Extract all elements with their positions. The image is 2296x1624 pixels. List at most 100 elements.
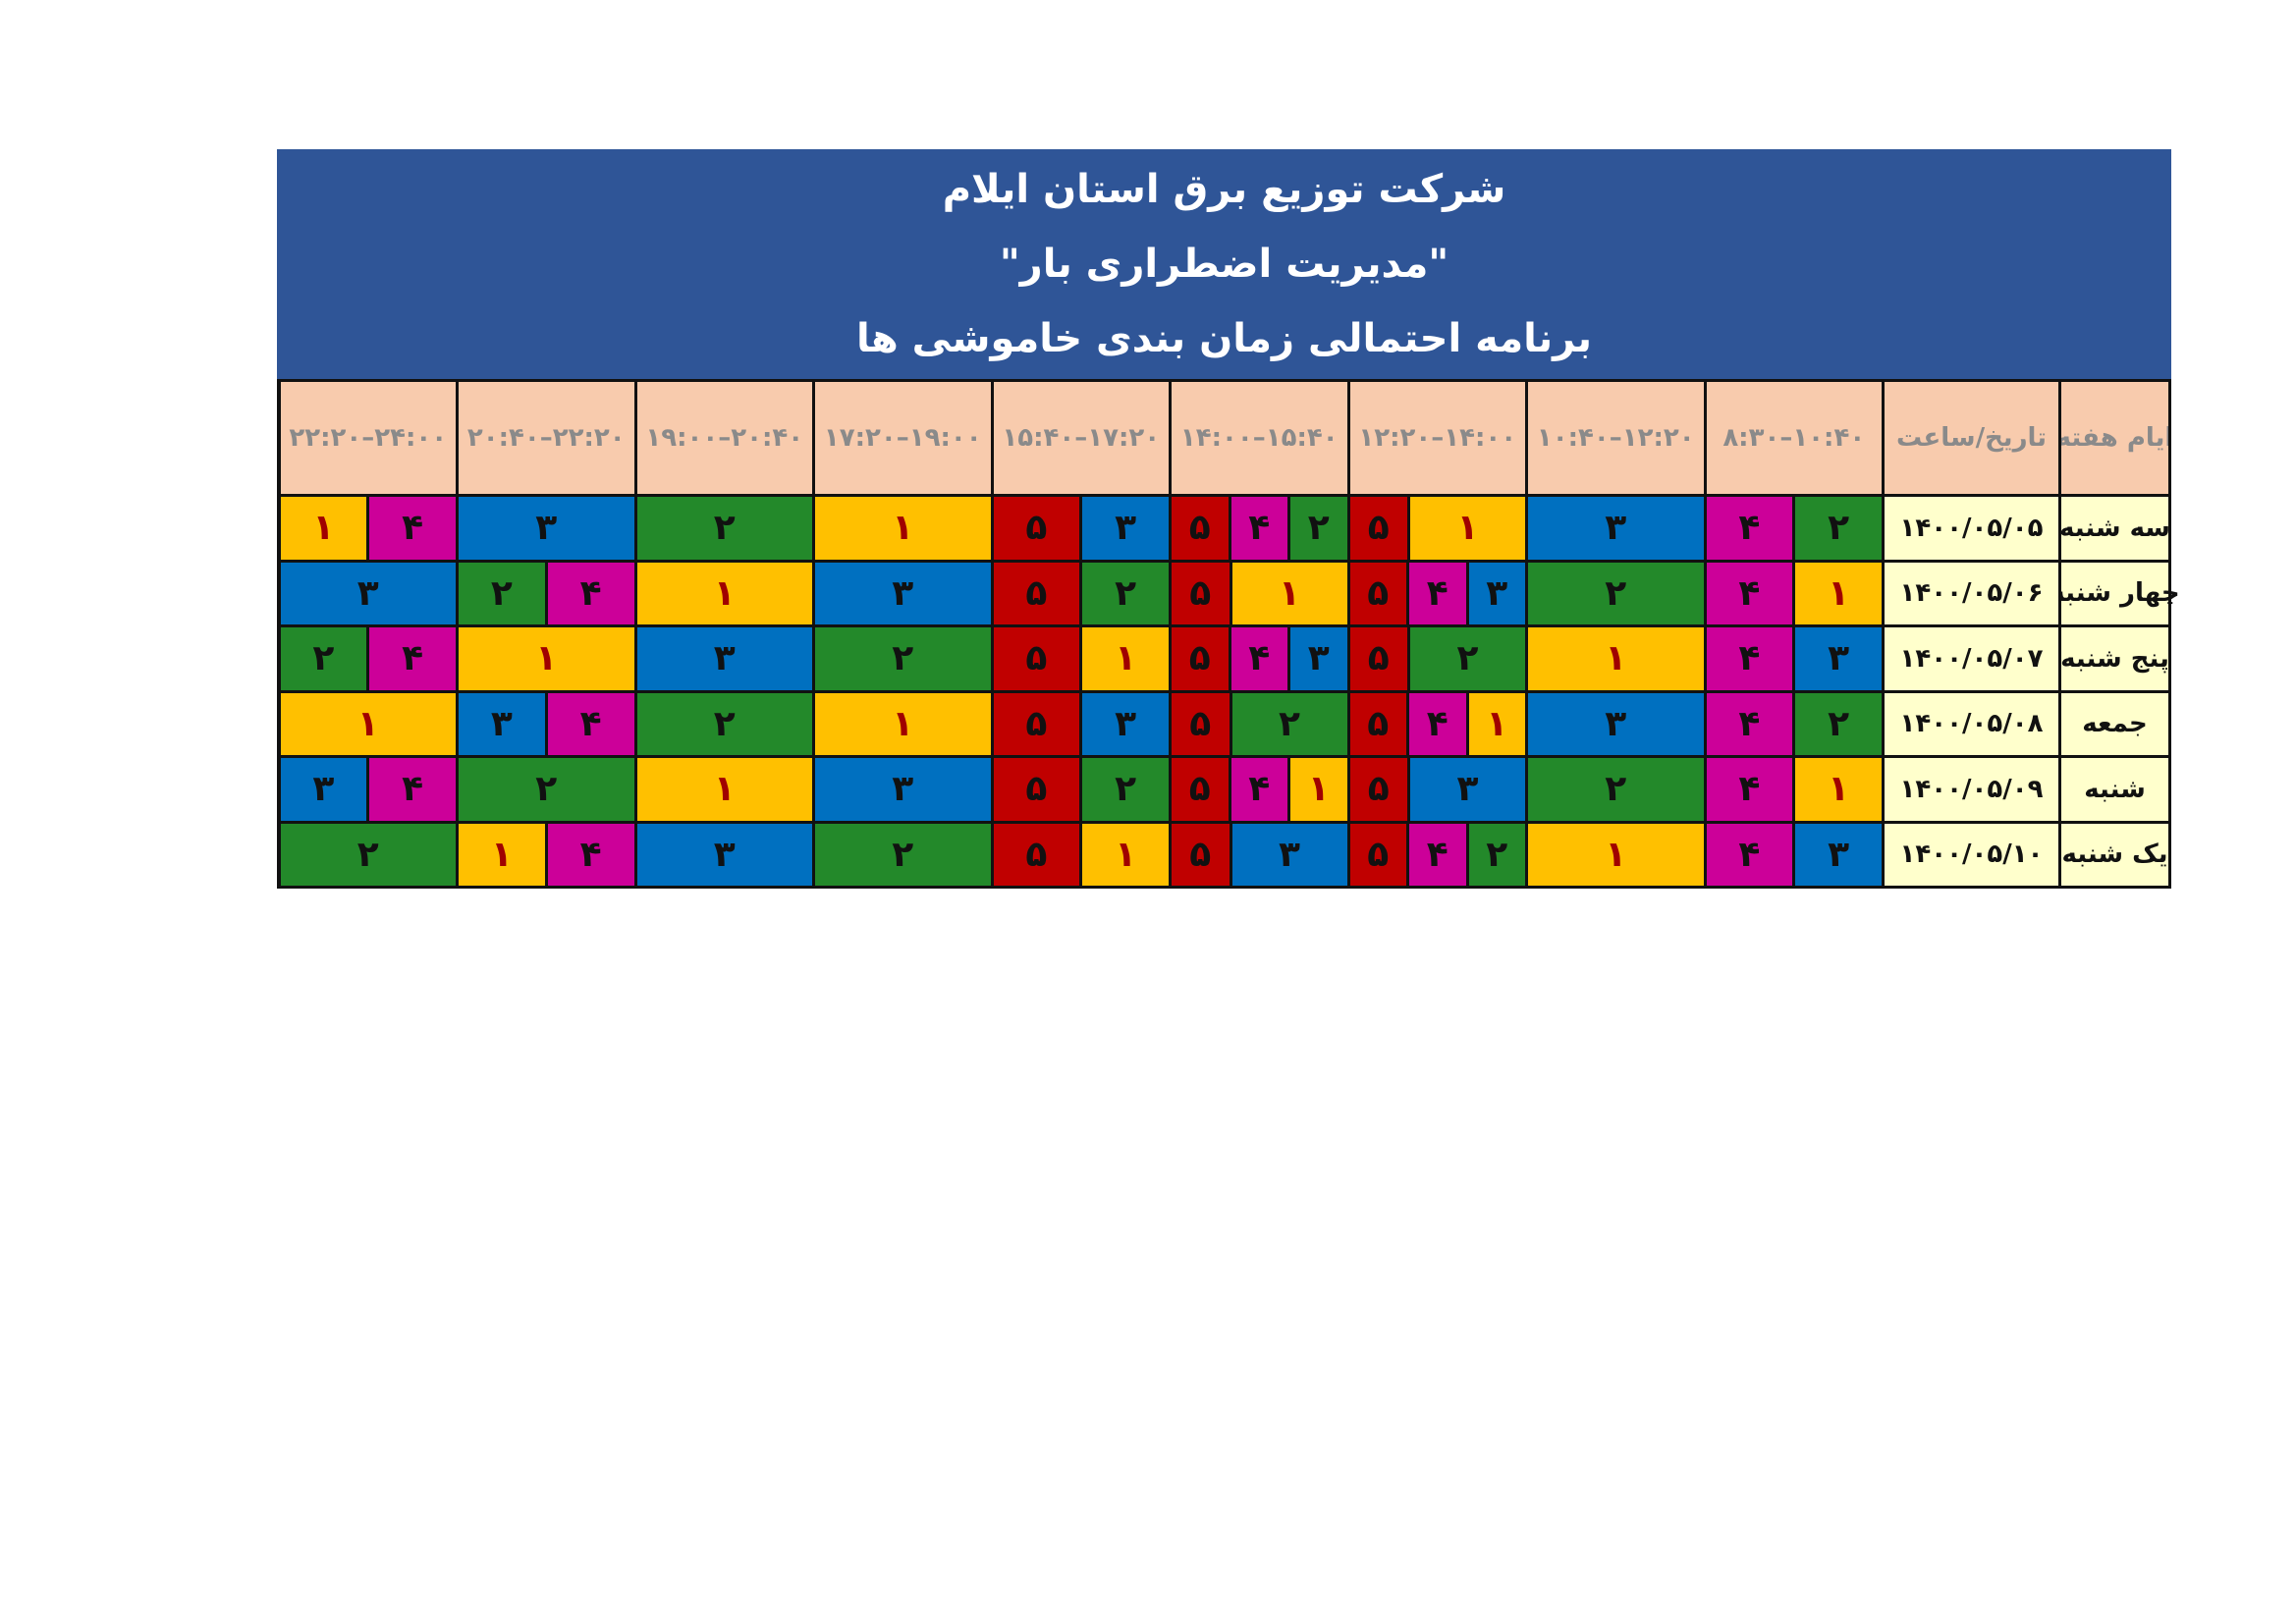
group-segment: ۴ — [1409, 823, 1469, 886]
group-segment: ۲ — [636, 692, 812, 755]
group-segment: ۲ — [459, 562, 548, 624]
time-slot-cell: ۳ — [1525, 692, 1704, 758]
header-slot: ۱۴:۰۰–۱۵:۴۰ — [1169, 382, 1347, 497]
date-cell-text: ۱۴۰۰/۰۵/۰۹ — [1899, 774, 2044, 804]
group-segment: ۴ — [1706, 627, 1796, 690]
header-slot: ۱۲:۲۰–۱۴:۰۰ — [1346, 382, 1525, 497]
group-segment: ۵ — [993, 562, 1083, 624]
group-segment: ۴ — [1230, 758, 1290, 821]
group-segment: ۵ — [1349, 823, 1409, 886]
group-segment: ۲ — [1290, 497, 1347, 560]
group-segment: ۳ — [1795, 823, 1882, 886]
schedule-title: برنامه احتمالی زمان بندی خاموشی ها — [855, 316, 1593, 361]
date-cell: ۱۴۰۰/۰۵/۱۰ — [1882, 823, 2058, 889]
time-slot-cell: ۱ — [1525, 823, 1704, 889]
group-segment: ۵ — [993, 692, 1083, 755]
header-slot: ۱۰:۴۰–۱۲:۲۰ — [1525, 382, 1704, 497]
group-segment: ۳ — [280, 562, 456, 624]
time-slot-cell: ۲ — [456, 758, 634, 824]
header-slot-text: ۱۴:۰۰–۱۵:۴۰ — [1179, 423, 1339, 453]
time-slot-cell: ۳ — [812, 562, 991, 627]
header-slot-text: ۲۲:۲۰–۲۴:۰۰ — [289, 423, 448, 453]
group-segment: ۵ — [1172, 627, 1231, 690]
day-cell: پنج شنبه — [2058, 627, 2171, 693]
group-segment: ۵ — [993, 627, 1083, 690]
group-segment: ۵ — [1349, 758, 1410, 821]
day-cell: یک شنبه — [2058, 823, 2171, 889]
group-segment: ۵ — [993, 823, 1083, 886]
day-cell-text: سه شنبه — [2059, 513, 2170, 543]
group-segment: ۳ — [1528, 692, 1704, 755]
schedule-table: ایام هفته تاریخ/ساعت ۸:۳۰–۱۰:۴۰ ۱۰:۴۰–۱۲:۲۰… — [277, 379, 2180, 889]
group-segment: ۱ — [815, 497, 991, 560]
date-cell-text: ۱۴۰۰/۰۵/۰۵ — [1899, 513, 2044, 543]
date-cell: ۱۴۰۰/۰۵/۰۸ — [1882, 692, 2058, 758]
header-slot-text: ۱۹:۰۰–۲۰:۴۰ — [645, 423, 804, 453]
time-slot-cell: ۲ — [812, 627, 991, 693]
group-segment: ۳ — [815, 758, 991, 821]
group-segment: ۲ — [1231, 692, 1347, 755]
time-slot-cell: ۱ — [1525, 627, 1704, 693]
time-slot-cell: ۲ — [1525, 562, 1704, 627]
group-segment: ۱ — [636, 562, 812, 624]
group-segment: ۴ — [1706, 562, 1796, 624]
group-segment: ۲ — [280, 627, 370, 690]
time-slot-cell: ۲ — [277, 823, 456, 889]
time-slot-cell: ۱ — [633, 758, 812, 824]
time-slot-cell: ۳ — [277, 562, 456, 627]
day-cell: جمعه — [2058, 692, 2171, 758]
header-slot-text: ۱۵:۴۰–۱۷:۲۰ — [1002, 423, 1161, 453]
time-slot-cell: ۳ — [633, 627, 812, 693]
group-segment: ۴ — [1409, 562, 1469, 624]
group-segment: ۱ — [1528, 627, 1704, 690]
group-segment: ۵ — [1349, 627, 1410, 690]
header-slot-text: ۸:۳۰–۱۰:۴۰ — [1722, 423, 1866, 453]
group-segment: ۴ — [1409, 692, 1469, 755]
day-cell-text: شنبه — [2084, 774, 2146, 804]
day-cell-text: یک شنبه — [2061, 839, 2168, 870]
group-segment: ۴ — [547, 823, 634, 886]
day-cell: سه شنبه — [2058, 497, 2171, 563]
header-slot: ۲۰:۴۰–۲۲:۲۰ — [456, 382, 634, 497]
group-segment: ۱ — [1528, 823, 1704, 886]
group-segment: ۳ — [1468, 562, 1525, 624]
time-slot-cell: ۳ — [812, 758, 991, 824]
group-segment: ۴ — [369, 758, 456, 821]
group-segment: ۵ — [1172, 497, 1231, 560]
group-segment: ۲ — [1082, 562, 1169, 624]
header-slot-text: ۱۷:۲۰–۱۹:۰۰ — [823, 423, 982, 453]
group-segment: ۴ — [1706, 692, 1796, 755]
group-segment: ۴ — [547, 562, 634, 624]
day-cell-text: چهار شنبه — [2050, 578, 2180, 609]
header-date: تاریخ/ساعت — [1882, 382, 2058, 497]
group-segment: ۲ — [1795, 692, 1882, 755]
group-segment: ۵ — [1172, 692, 1232, 755]
time-slot-cell: ۱ — [812, 497, 991, 563]
time-slot-cell: ۲ — [633, 497, 812, 563]
group-segment: ۱ — [459, 627, 634, 690]
header-slot: ۱۹:۰۰–۲۰:۴۰ — [633, 382, 812, 497]
time-slot-cell: ۱ — [633, 562, 812, 627]
group-segment: ۳ — [280, 758, 370, 821]
group-segment: ۳ — [1231, 823, 1347, 886]
group-segment: ۵ — [1172, 758, 1231, 821]
time-slot-cell: ۳ — [1525, 497, 1704, 563]
